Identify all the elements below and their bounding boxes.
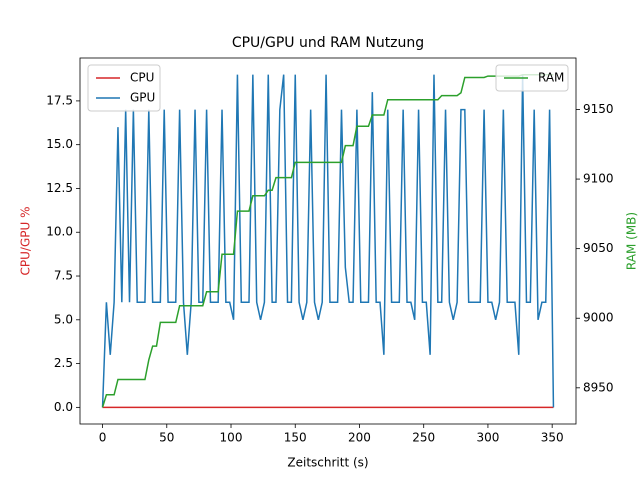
y-tick-label: 12.5 (46, 181, 73, 195)
y-tick-label: 17.5 (46, 93, 73, 107)
legend-box (87, 64, 161, 112)
legend-label: CPU (130, 71, 154, 85)
y-tick-label: 0.0 (54, 400, 73, 414)
legend-label: RAM (538, 71, 564, 85)
y-axis-label: CPU/GPU % (19, 207, 33, 276)
y2-tick-label: 9050 (583, 241, 614, 255)
y-tick-label: 7.5 (54, 269, 73, 283)
line-series (101, 73, 554, 408)
y-tick-label: 10.0 (46, 225, 73, 239)
legend-box (495, 64, 569, 92)
x-tick-label: 200 (348, 431, 371, 445)
chart-title: CPU/GPU und RAM Nutzung (232, 35, 424, 51)
y-tick-label: 15.0 (46, 137, 73, 151)
x-tick-label: 0 (99, 431, 107, 445)
y2-tick-label: 8950 (583, 380, 614, 394)
legend-label: GPU (130, 91, 155, 105)
x-tick-label: 250 (412, 431, 435, 445)
line-series (101, 74, 555, 408)
x-tick-label: 350 (541, 431, 564, 445)
y2-tick-label: 9150 (583, 102, 614, 116)
x-tick-label: 300 (476, 431, 499, 445)
x-tick-label: 150 (284, 431, 307, 445)
y2-axis-label: RAM (MB) (625, 212, 639, 270)
x-tick-label: 50 (159, 431, 174, 445)
plot-frame (79, 57, 577, 425)
x-tick-label: 100 (220, 431, 243, 445)
y2-tick-label: 9000 (583, 311, 614, 325)
y2-tick-label: 9100 (583, 172, 614, 186)
x-axis-label: Zeitschritt (s) (287, 456, 368, 470)
y-tick-label: 2.5 (54, 356, 73, 370)
y-tick-label: 5.0 (54, 312, 73, 326)
